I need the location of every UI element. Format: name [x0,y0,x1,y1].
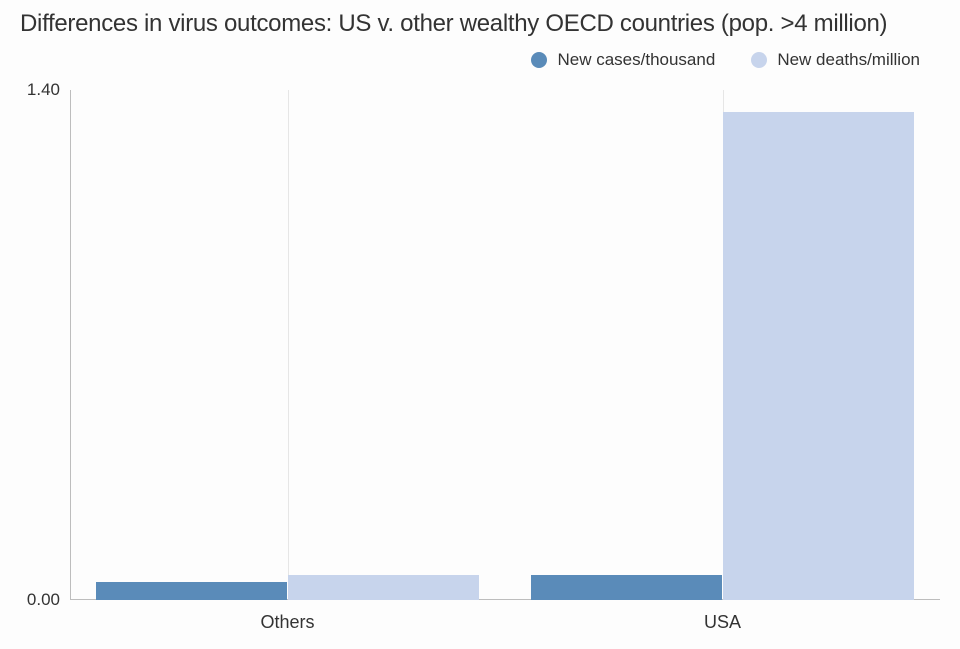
bar-others-cases [96,582,287,600]
chart-title: Differences in virus outcomes: US v. oth… [20,10,887,38]
y-axis-line [70,90,71,600]
legend-swatch-cases-icon [531,52,547,68]
y-tick-label-max: 1.40 [27,80,60,100]
plot-area: 1.40 0.00 Others USA [70,90,940,600]
chart-container: Differences in virus outcomes: US v. oth… [0,0,960,649]
legend-item-cases: New cases/thousand [531,50,715,70]
bar-usa-deaths [723,112,914,600]
bar-others-deaths [288,575,479,601]
legend-label-cases: New cases/thousand [557,50,715,70]
bar-usa-cases [531,575,722,601]
x-label-usa: USA [704,612,741,633]
legend-item-deaths: New deaths/million [751,50,920,70]
legend-swatch-deaths-icon [751,52,767,68]
x-label-others: Others [260,612,314,633]
y-tick-label-min: 0.00 [27,590,60,610]
legend-label-deaths: New deaths/million [777,50,920,70]
legend: New cases/thousand New deaths/million [495,50,920,70]
gridline-v-1 [288,90,289,600]
